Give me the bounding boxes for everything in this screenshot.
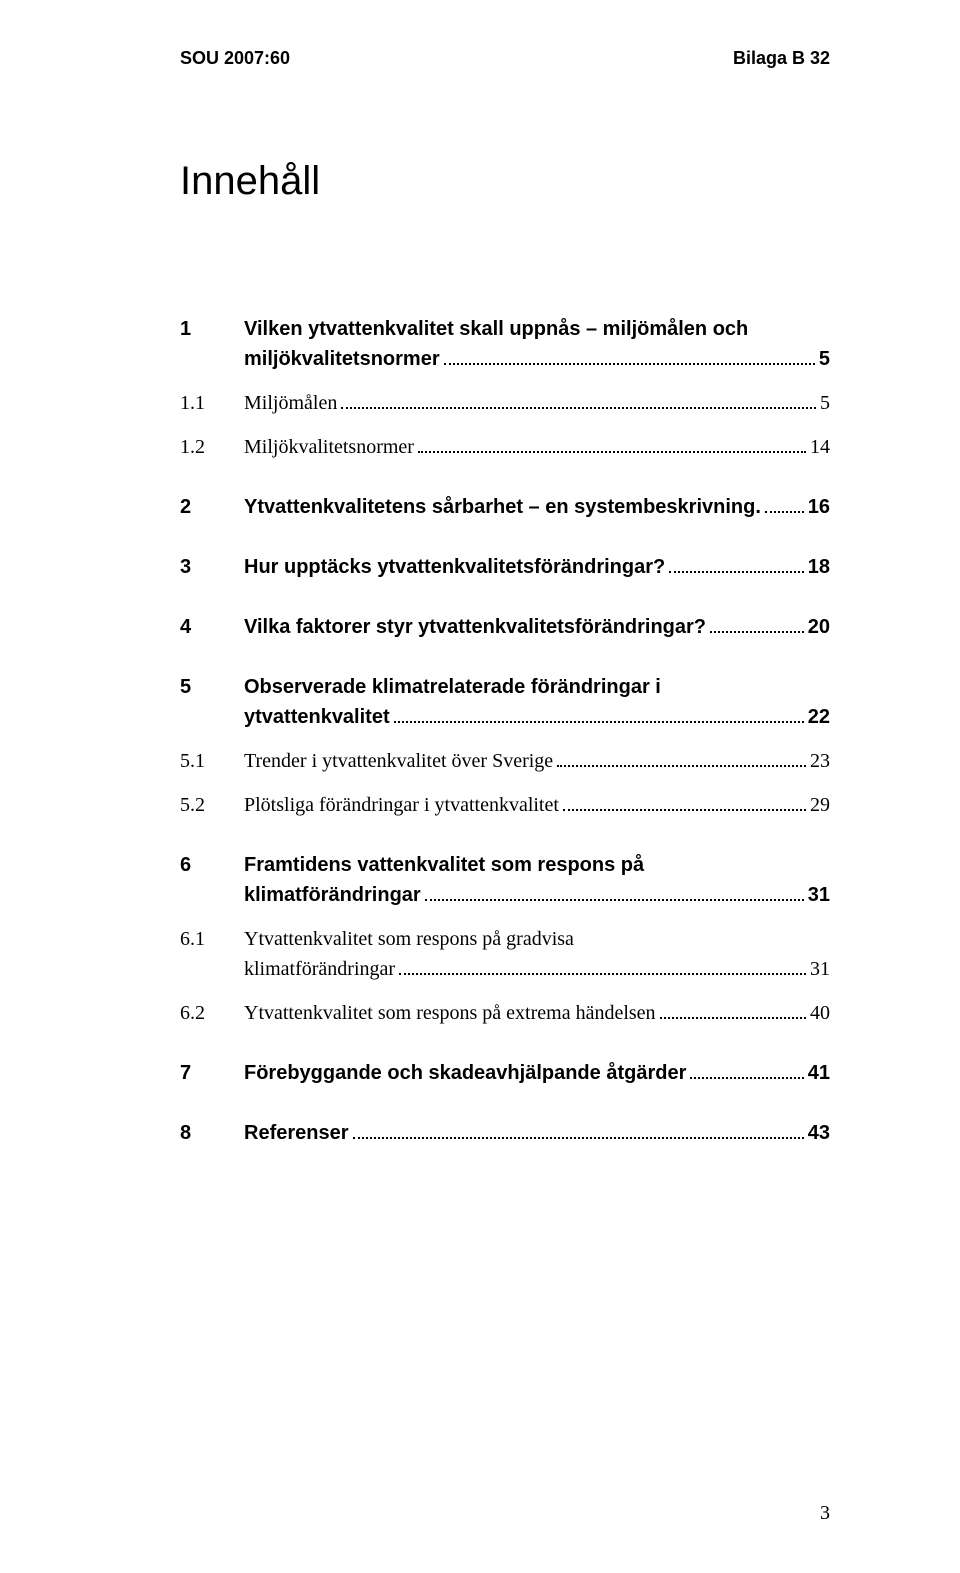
toc-entry: 5Observerade klimatrelaterade förändring… [180,672,830,732]
toc-entry: 4Vilka faktorer styr ytvattenkvalitetsfö… [180,612,830,642]
toc-entry: 1.2Miljökvalitetsnormer 14 [180,432,830,462]
header-right: Bilaga B 32 [733,48,830,69]
toc-leader [341,407,816,409]
toc-leader [557,765,806,767]
toc-page: 23 [810,746,830,776]
page-number: 3 [820,1502,830,1525]
toc-leader [765,511,804,513]
toc-label-line2: klimatförändringar [244,954,395,984]
toc-page: 16 [808,492,830,522]
toc-label: Förebyggande och skadeavhjälpande åtgärd… [244,1058,686,1088]
toc-label-line2-row: miljökvalitetsnormer 5 [244,344,830,374]
toc-entry: 5.2Plötsliga förändringar i ytvattenkval… [180,790,830,820]
toc-number: 6.2 [180,998,244,1028]
running-header: SOU 2007:60 Bilaga B 32 [180,48,830,69]
toc-entry: 6.1Ytvattenkvalitet som respons på gradv… [180,924,830,984]
toc-entry: 2Ytvattenkvalitetens sårbarhet – en syst… [180,492,830,522]
toc-entry: 8Referenser 43 [180,1118,830,1148]
toc-label: Plötsliga förändringar i ytvattenkvalite… [244,790,559,820]
toc-leader [418,451,806,453]
toc-page: 20 [808,612,830,642]
toc-label-line2-row: klimatförändringar 31 [244,880,830,910]
toc-leader [444,363,815,365]
toc-number: 8 [180,1118,244,1148]
toc-label-line2-row: klimatförändringar 31 [244,954,830,984]
toc-leader [399,973,806,975]
toc-label-multiline: Observerade klimatrelaterade förändringa… [244,672,830,732]
toc-number: 1.1 [180,388,244,418]
toc-entry: 7Förebyggande och skadeavhjälpande åtgär… [180,1058,830,1088]
toc-leader [394,721,804,723]
toc-label-line2: klimatförändringar [244,880,421,910]
toc-label-line2-row: ytvattenkvalitet 22 [244,702,830,732]
toc-leader [660,1017,806,1019]
toc-page: 31 [810,954,830,984]
toc-page: 29 [810,790,830,820]
toc-number: 1 [180,314,244,344]
toc-leader [563,809,806,811]
toc-number: 3 [180,552,244,582]
toc-number: 7 [180,1058,244,1088]
toc-number: 6 [180,850,244,880]
toc-number: 5.1 [180,746,244,776]
toc-entry: 3Hur upptäcks ytvattenkvalitetsförändrin… [180,552,830,582]
toc-number: 2 [180,492,244,522]
toc-page: 5 [819,344,830,374]
toc-page: 40 [810,998,830,1028]
toc-page: 18 [808,552,830,582]
toc-label: Miljömålen [244,388,337,418]
toc-entry: 1Vilken ytvattenkvalitet skall uppnås – … [180,314,830,374]
toc-label: Hur upptäcks ytvattenkvalitetsförändring… [244,552,665,582]
toc-entry: 1.1Miljömålen 5 [180,388,830,418]
toc-label-line2: ytvattenkvalitet [244,702,390,732]
toc-number: 5.2 [180,790,244,820]
toc-label: Referenser [244,1118,349,1148]
toc-label: Ytvattenkvalitet som respons på extrema … [244,998,656,1028]
toc-page: 31 [808,880,830,910]
toc-number: 1.2 [180,432,244,462]
toc-label-multiline: Vilken ytvattenkvalitet skall uppnås – m… [244,314,830,374]
toc-label-line1: Observerade klimatrelaterade förändringa… [244,672,830,702]
toc-label-line1: Ytvattenkvalitet som respons på gradvisa [244,924,830,954]
toc-page: 43 [808,1118,830,1148]
table-of-contents: 1Vilken ytvattenkvalitet skall uppnås – … [180,314,830,1148]
toc-page: 5 [820,388,830,418]
header-left: SOU 2007:60 [180,48,290,69]
toc-leader [353,1137,804,1139]
toc-label-multiline: Framtidens vattenkvalitet som respons på… [244,850,830,910]
toc-label-line1: Vilken ytvattenkvalitet skall uppnås – m… [244,314,830,344]
toc-label: Ytvattenkvalitetens sårbarhet – en syste… [244,492,761,522]
toc-label: Miljökvalitetsnormer [244,432,414,462]
toc-number: 4 [180,612,244,642]
toc-label-multiline: Ytvattenkvalitet som respons på gradvisa… [244,924,830,984]
toc-page: 22 [808,702,830,732]
toc-leader [690,1077,803,1079]
toc-label-line1: Framtidens vattenkvalitet som respons på [244,850,830,880]
toc-page: 14 [810,432,830,462]
toc-label: Trender i ytvattenkvalitet över Sverige [244,746,553,776]
toc-number: 5 [180,672,244,702]
toc-label: Vilka faktorer styr ytvattenkvalitetsför… [244,612,706,642]
toc-leader [710,631,804,633]
toc-leader [425,899,804,901]
toc-number: 6.1 [180,924,244,954]
toc-label-line2: miljökvalitetsnormer [244,344,440,374]
toc-leader [669,571,804,573]
page-title: Innehåll [180,159,830,204]
toc-entry: 5.1Trender i ytvattenkvalitet över Sveri… [180,746,830,776]
toc-entry: 6Framtidens vattenkvalitet som respons p… [180,850,830,910]
toc-entry: 6.2Ytvattenkvalitet som respons på extre… [180,998,830,1028]
toc-page: 41 [808,1058,830,1088]
